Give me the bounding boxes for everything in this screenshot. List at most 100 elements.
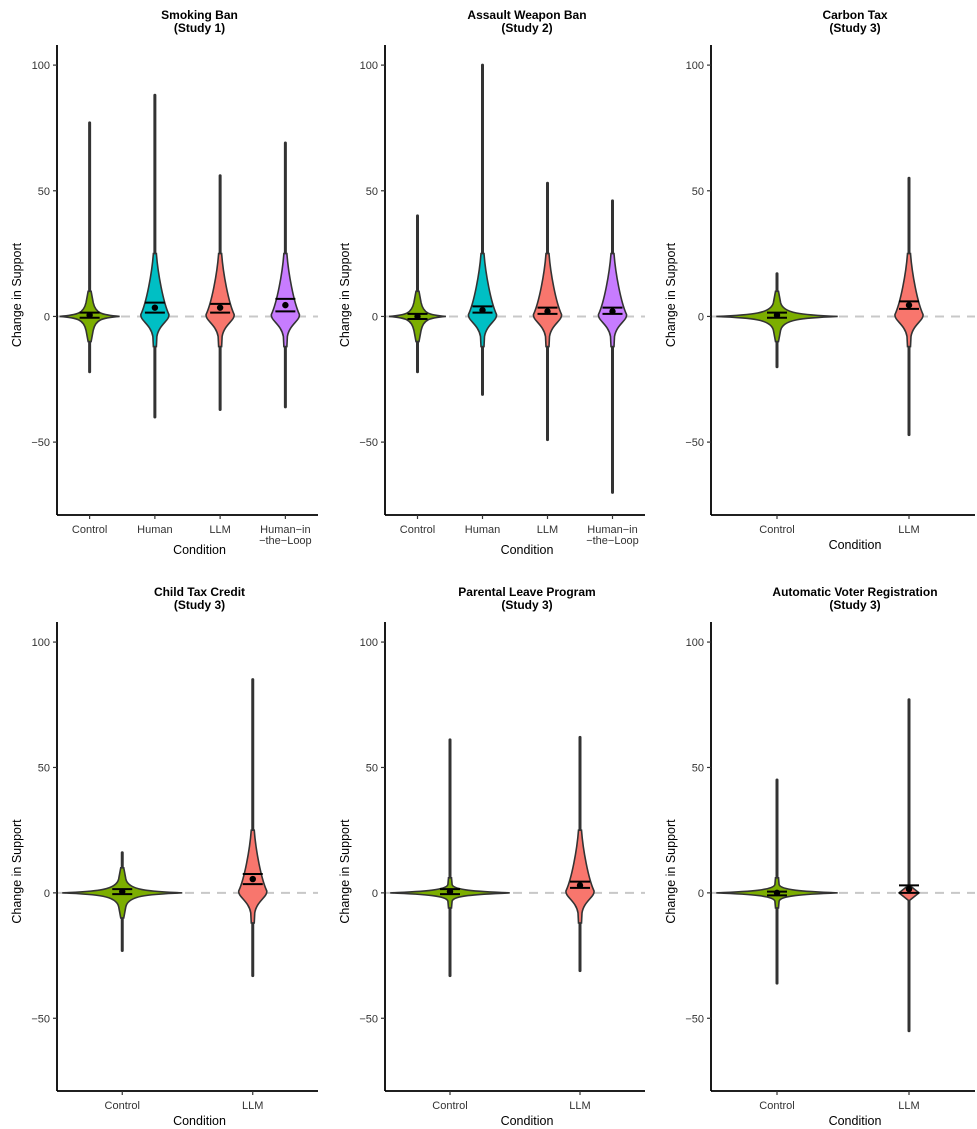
panel-title: Carbon Tax bbox=[822, 8, 887, 22]
y-tick-label: 50 bbox=[366, 762, 378, 774]
mean-point bbox=[86, 311, 93, 319]
y-tick-label: 50 bbox=[38, 762, 50, 774]
panel-subtitle: (Study 1) bbox=[174, 21, 225, 35]
y-tick-label: 0 bbox=[44, 888, 50, 900]
x-tick-label: −the−Loop bbox=[586, 535, 639, 547]
y-axis-title: Change in Support bbox=[338, 819, 352, 924]
panel-title: Automatic Voter Registration bbox=[772, 585, 937, 599]
x-tick-label: LLM bbox=[242, 1100, 263, 1112]
violin-body bbox=[894, 252, 924, 348]
panel-subtitle: (Study 2) bbox=[501, 21, 552, 35]
y-tick-label: −50 bbox=[31, 1013, 50, 1025]
x-tick-label: Human bbox=[137, 524, 172, 536]
x-axis-title: Condition bbox=[829, 538, 882, 552]
x-tick-label: Control bbox=[759, 1100, 794, 1112]
violin-body bbox=[467, 252, 498, 348]
violin-control bbox=[62, 851, 183, 953]
y-tick-label: −50 bbox=[685, 1013, 704, 1025]
panel-title: Smoking Ban bbox=[161, 8, 238, 22]
panel-subtitle: (Study 3) bbox=[829, 598, 880, 612]
violin-llm bbox=[894, 176, 924, 437]
y-tick-label: 50 bbox=[692, 186, 704, 198]
violin-control bbox=[716, 272, 838, 369]
x-tick-label: Control bbox=[72, 524, 107, 536]
panel-subtitle: (Study 3) bbox=[501, 598, 552, 612]
x-axis-title: Condition bbox=[173, 543, 226, 557]
x-tick-label: LLM bbox=[898, 524, 919, 536]
x-tick-label: LLM bbox=[898, 1100, 919, 1112]
violin-human-in-the-loop bbox=[597, 199, 628, 494]
mean-point bbox=[576, 882, 584, 889]
y-tick-label: 0 bbox=[44, 311, 50, 323]
violin-human bbox=[467, 63, 498, 396]
mean-point bbox=[773, 889, 781, 897]
y-axis-title: Change in Support bbox=[664, 819, 678, 924]
y-tick-label: −50 bbox=[359, 1013, 378, 1025]
y-axis-title: Change in Support bbox=[10, 242, 24, 347]
violin-body bbox=[565, 829, 595, 924]
violin-llm bbox=[237, 678, 268, 978]
violin-control bbox=[390, 738, 510, 978]
y-tick-label: 100 bbox=[360, 60, 378, 72]
violin-human bbox=[140, 93, 170, 419]
y-tick-label: 100 bbox=[32, 60, 50, 72]
y-tick-label: −50 bbox=[31, 437, 50, 449]
chart-panel-4: Child Tax Credit(Study 3) 100 50 0 −50 Change… bbox=[10, 585, 318, 1128]
panel-subtitle: (Study 3) bbox=[174, 598, 225, 612]
y-tick-label: 50 bbox=[38, 186, 50, 198]
violin-body bbox=[270, 252, 301, 348]
x-tick-label: LLM bbox=[537, 524, 558, 536]
mean-point bbox=[544, 308, 551, 315]
chart-panel-3: Carbon Tax(Study 3) 100 50 0 −50 Change in Su… bbox=[664, 8, 975, 552]
x-tick-label: Control bbox=[400, 524, 435, 536]
x-tick-label: Control bbox=[105, 1100, 140, 1112]
mean-point bbox=[119, 888, 126, 895]
y-tick-label: −50 bbox=[359, 437, 378, 449]
violin-control bbox=[389, 214, 446, 374]
x-tick-label: −the−Loop bbox=[259, 535, 312, 547]
violin-body bbox=[532, 252, 563, 348]
mean-point bbox=[282, 301, 289, 309]
y-axis-title: Change in Support bbox=[664, 242, 678, 347]
y-tick-label: 100 bbox=[32, 637, 50, 649]
y-tick-label: 100 bbox=[686, 637, 704, 649]
y-tick-label: −50 bbox=[685, 437, 704, 449]
x-tick-label: LLM bbox=[209, 524, 230, 536]
panel-subtitle: (Study 3) bbox=[829, 21, 880, 35]
mean-point bbox=[905, 301, 913, 309]
x-axis-title: Condition bbox=[173, 1114, 226, 1128]
mean-point bbox=[151, 304, 159, 311]
mean-point bbox=[609, 308, 616, 315]
violin-llm bbox=[565, 735, 595, 973]
violin-body bbox=[140, 252, 170, 348]
mean-point bbox=[773, 311, 781, 319]
x-axis-title: Condition bbox=[829, 1114, 882, 1128]
y-tick-label: 0 bbox=[698, 888, 704, 900]
y-axis-title: Change in Support bbox=[10, 819, 24, 924]
y-axis-title: Change in Support bbox=[338, 242, 352, 347]
x-tick-label: Control bbox=[759, 524, 794, 536]
chart-panel-1: Smoking Ban(Study 1) 100 50 0 −50 Change in S… bbox=[10, 8, 318, 557]
x-tick-label: Human bbox=[465, 524, 500, 536]
mean-point bbox=[479, 306, 486, 314]
y-tick-label: 100 bbox=[686, 60, 704, 72]
mean-point bbox=[905, 885, 913, 893]
panel-title: Child Tax Credit bbox=[154, 585, 245, 599]
panel-title: Parental Leave Program bbox=[458, 585, 595, 599]
violin-body bbox=[205, 252, 235, 348]
violin-llm bbox=[532, 181, 563, 442]
violin-llm bbox=[205, 174, 235, 411]
chart-panel-6: Automatic Voter Registration(Study 3) 100… bbox=[664, 585, 975, 1128]
x-tick-label: Control bbox=[432, 1100, 467, 1112]
y-tick-label: 50 bbox=[366, 186, 378, 198]
mean-point bbox=[446, 888, 454, 895]
y-tick-label: 100 bbox=[360, 637, 378, 649]
y-tick-label: 50 bbox=[692, 762, 704, 774]
mean-point bbox=[216, 304, 224, 311]
violin-control bbox=[59, 121, 120, 374]
panel-title: Assault Weapon Ban bbox=[467, 8, 586, 22]
x-tick-label: Human−in bbox=[587, 524, 637, 536]
x-tick-label: Human−in bbox=[260, 524, 310, 536]
mean-point bbox=[249, 875, 256, 883]
